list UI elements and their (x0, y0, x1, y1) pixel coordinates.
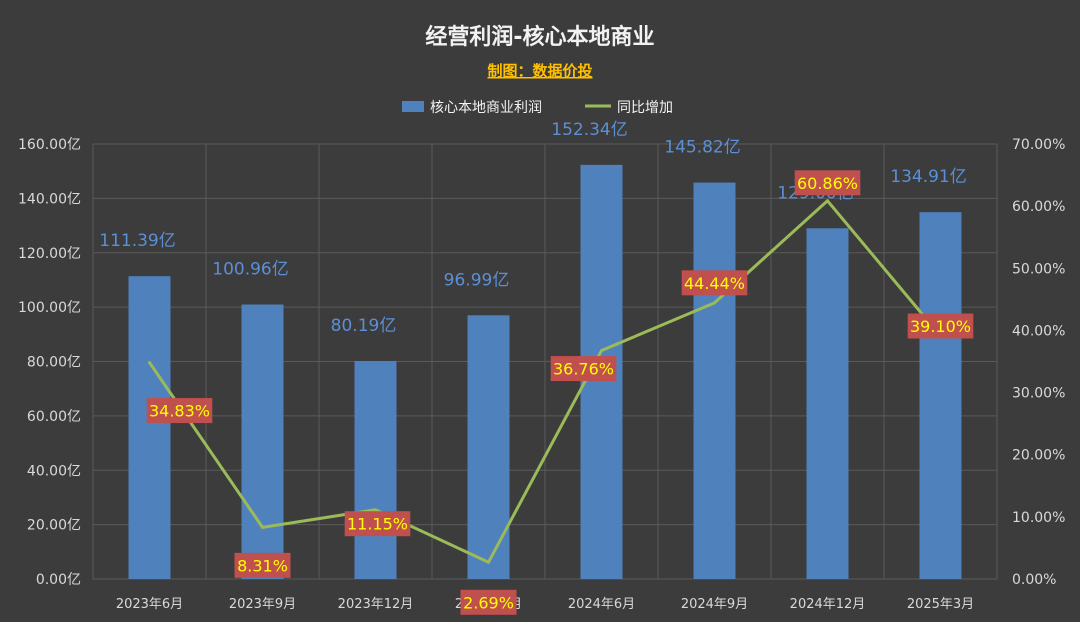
left-axis-tick: 100.00亿 (18, 300, 81, 316)
bar (467, 315, 510, 579)
growth-point (713, 301, 716, 305)
chart-title: 经营利润-核心本地商业 (425, 24, 654, 50)
legend-label-line: 同比增加 (617, 100, 673, 116)
left-axis-tick: 120.00亿 (18, 246, 81, 262)
pct-value-label: 39.10% (910, 317, 971, 336)
bar (919, 212, 962, 579)
bar-value-label: 80.19亿 (331, 316, 397, 336)
pct-value-label: 44.44% (684, 274, 745, 293)
bars (128, 164, 962, 579)
pct-value-label: 60.86% (797, 174, 858, 193)
x-axis-tick: 2025年3月 (907, 597, 974, 612)
right-axis-tick: 50.00% (1012, 261, 1065, 277)
right-axis-tick: 60.00% (1012, 199, 1065, 215)
bar (806, 228, 849, 579)
left-axis-tick: 60.00亿 (27, 409, 81, 425)
growth-point (148, 361, 151, 365)
growth-point (826, 199, 829, 203)
bar-value-label: 96.99亿 (444, 270, 510, 290)
pct-label-box (344, 511, 411, 537)
right-axis-tick: 30.00% (1012, 386, 1065, 402)
legend-swatch-bar (402, 101, 424, 112)
right-axis-tick: 40.00% (1012, 323, 1065, 339)
left-axis-tick: 20.00亿 (27, 518, 81, 534)
left-axis-tick: 160.00亿 (18, 137, 81, 153)
x-axis-tick: 2024年6月 (568, 597, 635, 612)
pct-label-box (146, 398, 213, 424)
growth-point (600, 349, 603, 353)
data-labels: 111.39亿 100.96亿 80.19亿 96.99亿 152.34亿 145.82亿… (99, 120, 974, 615)
pct-label-box (550, 356, 617, 382)
left-axis-tick: 0.00亿 (36, 572, 81, 588)
bar-value-label: 145.82亿 (664, 138, 740, 158)
bar-value-label: 152.34亿 (551, 120, 627, 140)
bar (128, 276, 171, 579)
growth-point (261, 525, 264, 529)
left-axis-tick: 40.00亿 (27, 463, 81, 479)
pct-label-box (460, 589, 517, 615)
chart-subtitle: 制图：数据价投 (487, 62, 592, 80)
pct-value-label: 2.69% (463, 593, 514, 612)
right-axis-tick: 20.00% (1012, 448, 1065, 464)
bar (354, 360, 397, 579)
growth-point (487, 560, 490, 564)
grid (92, 143, 998, 580)
right-axis-tick: 70.00% (1012, 137, 1065, 153)
bar (241, 304, 284, 579)
growth-point (374, 508, 377, 512)
bar (693, 182, 736, 579)
pct-label-box (681, 270, 748, 296)
x-axis-tick: 2024年12月 (790, 597, 866, 612)
legend: 核心本地商业利润 同比增加 (402, 100, 673, 116)
right-axis-tick: 10.00% (1012, 510, 1065, 526)
x-axis-tick: 2023年9月 (229, 597, 296, 612)
x-axis-tick: 2024年9月 (681, 597, 748, 612)
x-axis-tick: 2023年6月 (116, 597, 183, 612)
pct-label-box (234, 552, 291, 578)
right-axis-tick: 0.00% (1012, 572, 1056, 588)
axes: 0.00亿 20.00亿 40.00亿 60.00亿 80.00亿 100.00亿 120.… (18, 137, 1065, 612)
legend-label-bar: 核心本地商业利润 (430, 100, 542, 116)
bar-value-label: 100.96亿 (212, 260, 288, 280)
pct-value-label: 11.15% (347, 515, 408, 534)
left-axis-tick: 140.00亿 (18, 191, 81, 207)
pct-value-label: 36.76% (553, 360, 614, 379)
pct-label-box (794, 170, 861, 196)
bar-value-label: 134.91亿 (890, 167, 966, 187)
pct-value-label: 34.83% (149, 402, 210, 421)
bar-value-label: 111.39亿 (99, 231, 175, 251)
pct-label-box (907, 313, 974, 339)
growth-line (148, 199, 942, 564)
left-axis-tick: 80.00亿 (27, 355, 81, 371)
pct-value-label: 8.31% (237, 556, 288, 575)
x-axis-tick: 2023年12月 (338, 597, 414, 612)
